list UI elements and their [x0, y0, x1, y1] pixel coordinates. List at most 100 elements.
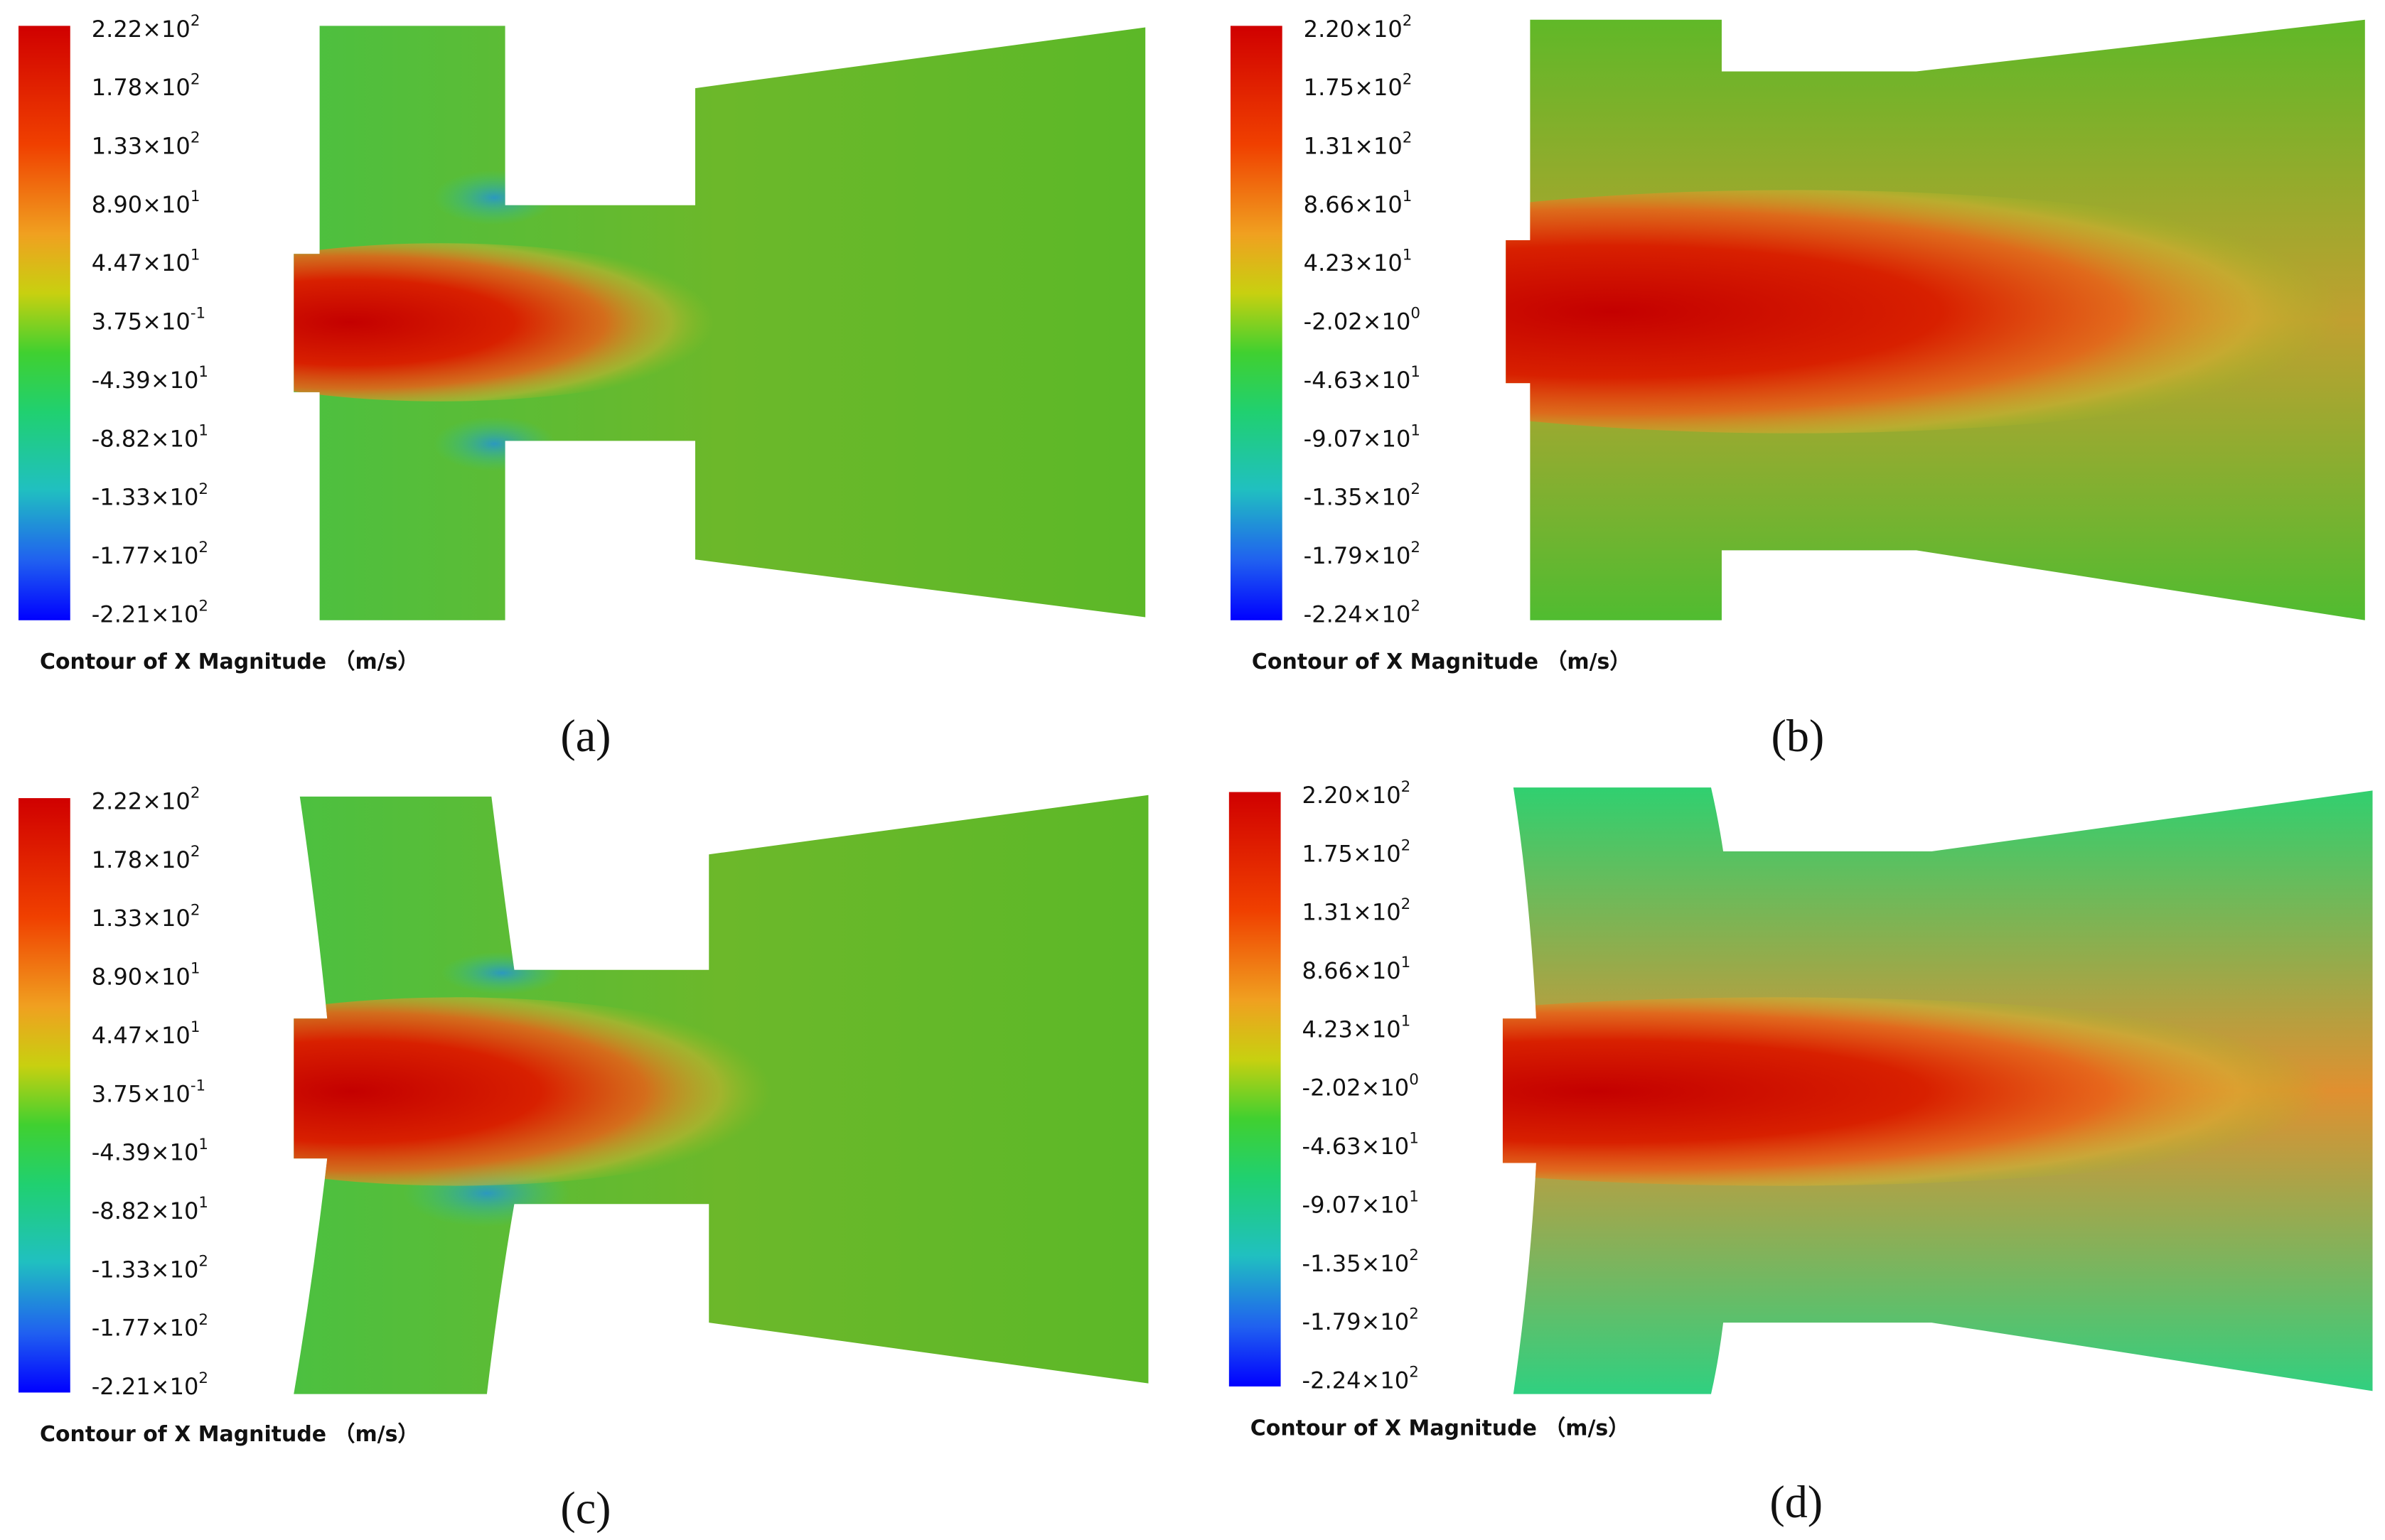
label-base: -4.63×10: [1302, 1133, 1410, 1160]
legend-label: 2.20×102: [1304, 12, 1413, 43]
label-base: 8.90×10: [92, 964, 191, 991]
panel: 2.20×1021.75×1021.31×1028.66×1014.23×101…: [1186, 12, 2385, 761]
legend-label: 3.75×10-1: [92, 1077, 205, 1107]
label-base: 4.23×10: [1302, 1016, 1401, 1043]
label-base: -2.02×10: [1302, 1075, 1410, 1102]
label-exponent: 2: [191, 901, 200, 919]
legend-label: 1.33×102: [92, 901, 200, 932]
legend-label: 1.31×102: [1304, 129, 1413, 160]
label-base: 1.75×10: [1304, 74, 1403, 101]
label-exponent: 2: [1410, 598, 1420, 615]
label-exponent: 1: [1410, 363, 1420, 381]
label-exponent: 2: [1401, 778, 1411, 796]
colorbar: [1229, 792, 1281, 1386]
legend-label: 8.90×101: [92, 960, 200, 991]
label-base: 1.33×10: [92, 905, 191, 932]
low-velocity-zone: [434, 171, 555, 225]
label-exponent: 2: [191, 12, 200, 30]
label-exponent: 1: [1403, 188, 1413, 205]
legend-label: -1.79×102: [1302, 1305, 1419, 1335]
label-base: 2.22×10: [92, 16, 191, 43]
label-exponent: 2: [1401, 836, 1411, 854]
label-base: 1.31×10: [1304, 133, 1403, 160]
label-base: -1.79×10: [1304, 542, 1411, 569]
label-exponent: 2: [1409, 1246, 1419, 1264]
label-exponent: 1: [1409, 1188, 1419, 1206]
colorbar-caption: Contour of X Magnitude （m/s）: [1252, 650, 1631, 674]
colorbar-caption: Contour of X Magnitude （m/s）: [1250, 1416, 1629, 1441]
legend-label: 2.22×102: [92, 12, 200, 43]
label-base: -1.77×10: [92, 1315, 199, 1342]
label-base: 2.20×10: [1304, 16, 1403, 43]
legend-label: -9.07×101: [1302, 1188, 1419, 1219]
label-base: -1.33×10: [92, 484, 199, 511]
legend-label: 1.78×102: [92, 843, 200, 873]
legend-label: 8.90×101: [92, 188, 200, 218]
label-base: 8.90×10: [92, 191, 191, 218]
legend-label: -4.39×101: [92, 1136, 208, 1166]
label-base: 1.31×10: [1302, 899, 1401, 926]
legend-label: -4.63×101: [1304, 363, 1420, 394]
label-exponent: 2: [1410, 539, 1420, 556]
colorbar: [18, 798, 70, 1392]
legend-label: -2.21×102: [92, 598, 208, 628]
legend-label: -1.33×102: [92, 1253, 208, 1283]
label-exponent: 2: [198, 1369, 208, 1387]
low-velocity-zone: [441, 952, 563, 994]
colorbar: [1231, 26, 1282, 620]
label-exponent: 1: [198, 363, 208, 381]
jet-core: [107, 997, 806, 1185]
legend-label: 1.31×102: [1302, 895, 1411, 926]
label-base: 1.75×10: [1302, 840, 1401, 867]
panel: 2.20×1021.75×1021.31×1028.66×1014.23×101…: [1172, 778, 2385, 1527]
legend-label: -2.24×102: [1304, 598, 1420, 628]
label-exponent: 1: [1410, 421, 1420, 439]
label-exponent: 2: [198, 539, 208, 556]
panel: 2.22×1021.78×1021.33×1028.90×1014.47×101…: [18, 12, 1145, 761]
label-base: 2.22×10: [92, 787, 191, 814]
colorbar-caption: Contour of X Magnitude （m/s）: [40, 650, 419, 674]
legend-label: 1.78×102: [92, 70, 200, 101]
legend-label: 8.66×101: [1304, 188, 1413, 218]
label-exponent: 2: [1403, 70, 1413, 88]
legend-label: 1.75×102: [1304, 70, 1413, 101]
label-exponent: 2: [191, 70, 200, 88]
label-exponent: 2: [191, 843, 200, 861]
label-exponent: 2: [191, 129, 200, 147]
label-exponent: 2: [198, 1253, 208, 1271]
legend-label: -4.63×101: [1302, 1129, 1419, 1160]
label-exponent: 2: [191, 785, 200, 802]
label-exponent: 1: [1401, 1013, 1411, 1030]
label-base: 1.33×10: [92, 133, 191, 160]
label-exponent: 1: [198, 1194, 208, 1212]
label-exponent: 1: [1409, 1129, 1419, 1147]
label-base: 1.78×10: [92, 74, 191, 101]
label-base: -1.35×10: [1302, 1250, 1410, 1277]
label-base: -1.77×10: [92, 542, 199, 569]
label-base: -1.35×10: [1304, 484, 1411, 511]
jet-core: [137, 243, 746, 401]
label-exponent: 1: [1403, 246, 1413, 264]
legend-label: -2.24×102: [1302, 1364, 1419, 1394]
label-exponent: 2: [1403, 129, 1413, 147]
label-base: -1.33×10: [92, 1256, 199, 1283]
legend-label: -4.39×101: [92, 363, 208, 394]
label-base: 8.66×10: [1302, 957, 1401, 984]
label-base: -9.07×10: [1304, 425, 1411, 452]
label-exponent: 1: [198, 1136, 208, 1153]
legend-label: -1.35×102: [1304, 480, 1420, 511]
label-base: -2.21×10: [92, 601, 199, 628]
legend-label: -1.77×102: [92, 1311, 208, 1342]
legend-label: -2.21×102: [92, 1369, 208, 1400]
label-base: -4.39×10: [92, 1139, 199, 1166]
subfigure-label: (d): [1769, 1477, 1823, 1527]
label-base: -4.39×10: [92, 367, 199, 394]
label-base: -2.02×10: [1304, 308, 1411, 335]
label-base: 4.47×10: [92, 1022, 191, 1049]
label-exponent: 1: [198, 421, 208, 439]
legend-label: -2.02×100: [1304, 305, 1420, 335]
label-exponent: 1: [191, 188, 200, 205]
label-base: -4.63×10: [1304, 367, 1411, 394]
label-base: -9.07×10: [1302, 1191, 1410, 1218]
